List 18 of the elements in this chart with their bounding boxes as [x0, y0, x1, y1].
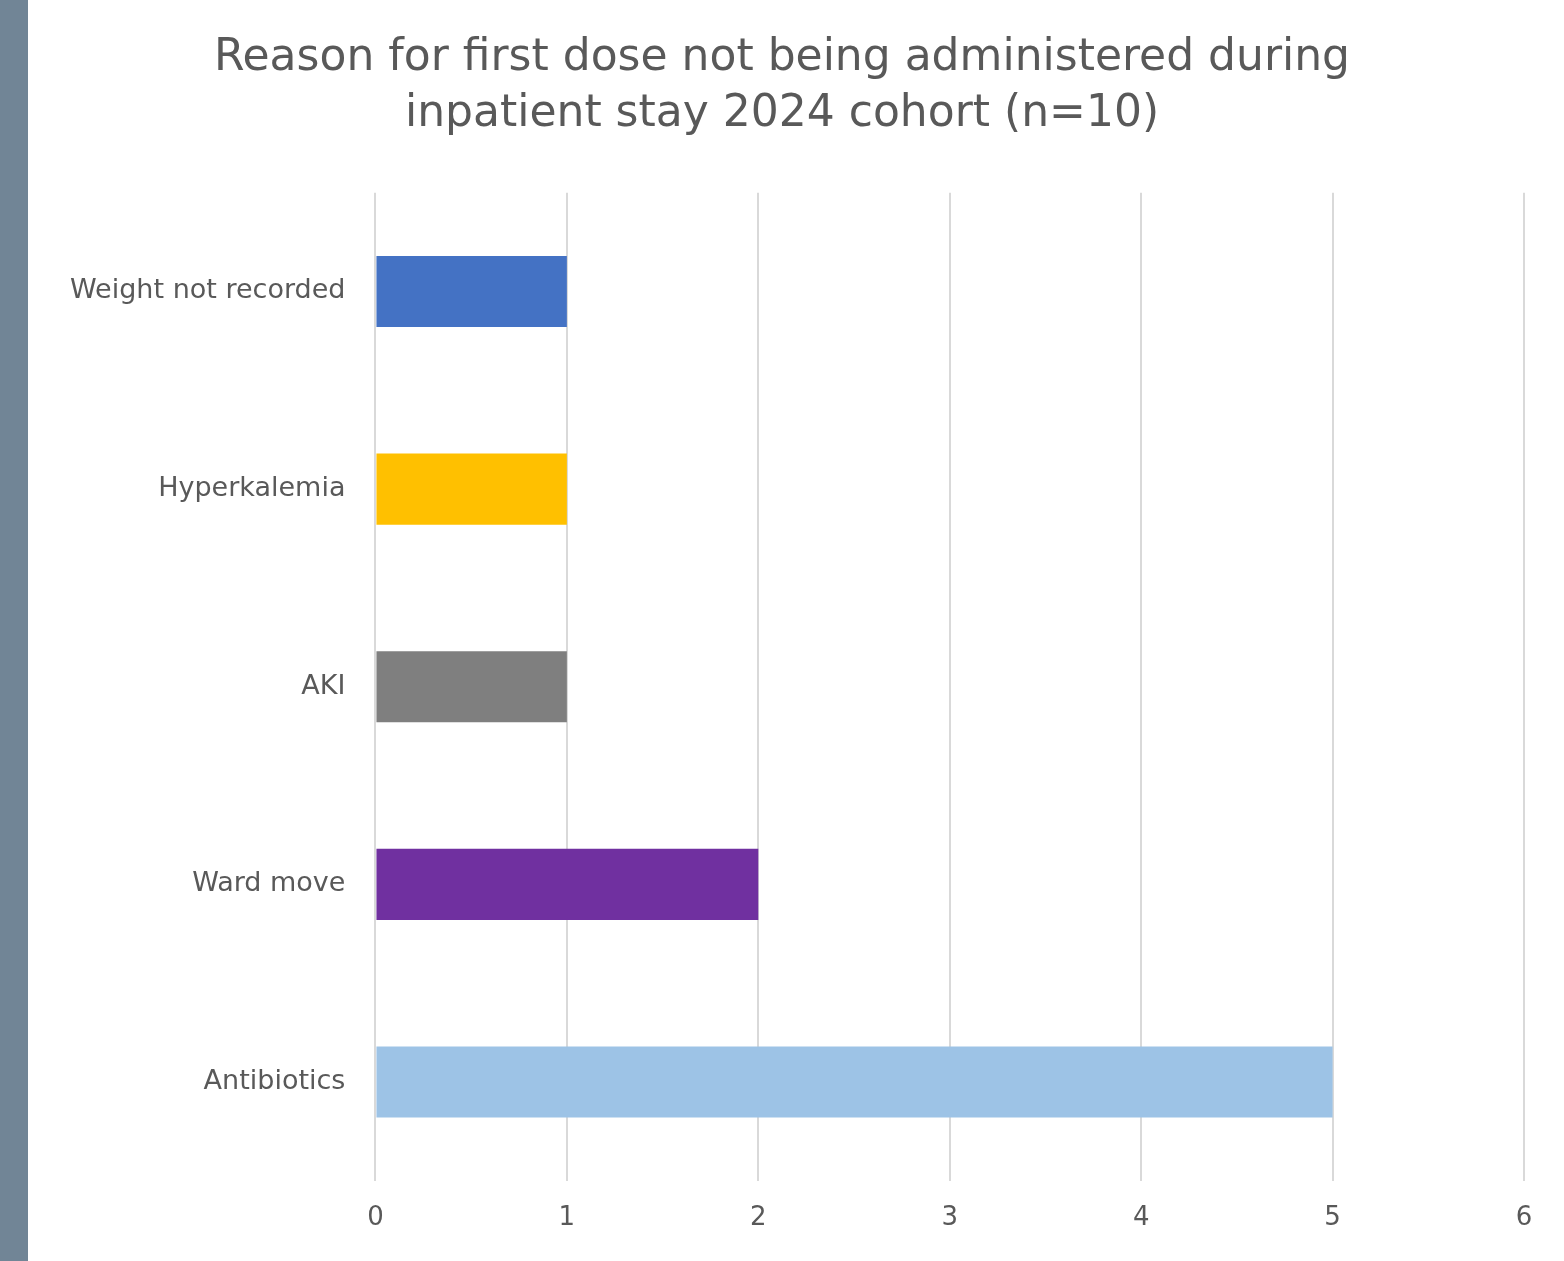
x-tick-label: 0 — [367, 1201, 384, 1232]
x-tick-label: 4 — [1132, 1201, 1150, 1232]
x-tick-label: 5 — [1324, 1201, 1341, 1232]
y-tick-label: Hyperkalemia — [158, 471, 346, 503]
bar — [376, 848, 759, 920]
bar — [376, 651, 567, 723]
y-tick-label: Weight not recorded — [69, 273, 346, 305]
bar — [376, 453, 567, 525]
bar — [376, 255, 567, 328]
y-tick-label: Antibiotics — [203, 1064, 346, 1095]
bar — [376, 1046, 1333, 1118]
chart-title: Reason for first dose not being administered during inpatient stay 2024 cohort (n=10) — [213, 28, 1351, 136]
y-tick-label: AKI — [301, 668, 346, 700]
x-tick-label: 2 — [750, 1201, 767, 1232]
y-tick-label: Ward move — [192, 866, 346, 898]
x-tick-label: 1 — [558, 1201, 576, 1232]
x-tick-label: 6 — [1515, 1201, 1533, 1232]
x-tick-label: 3 — [941, 1201, 958, 1232]
